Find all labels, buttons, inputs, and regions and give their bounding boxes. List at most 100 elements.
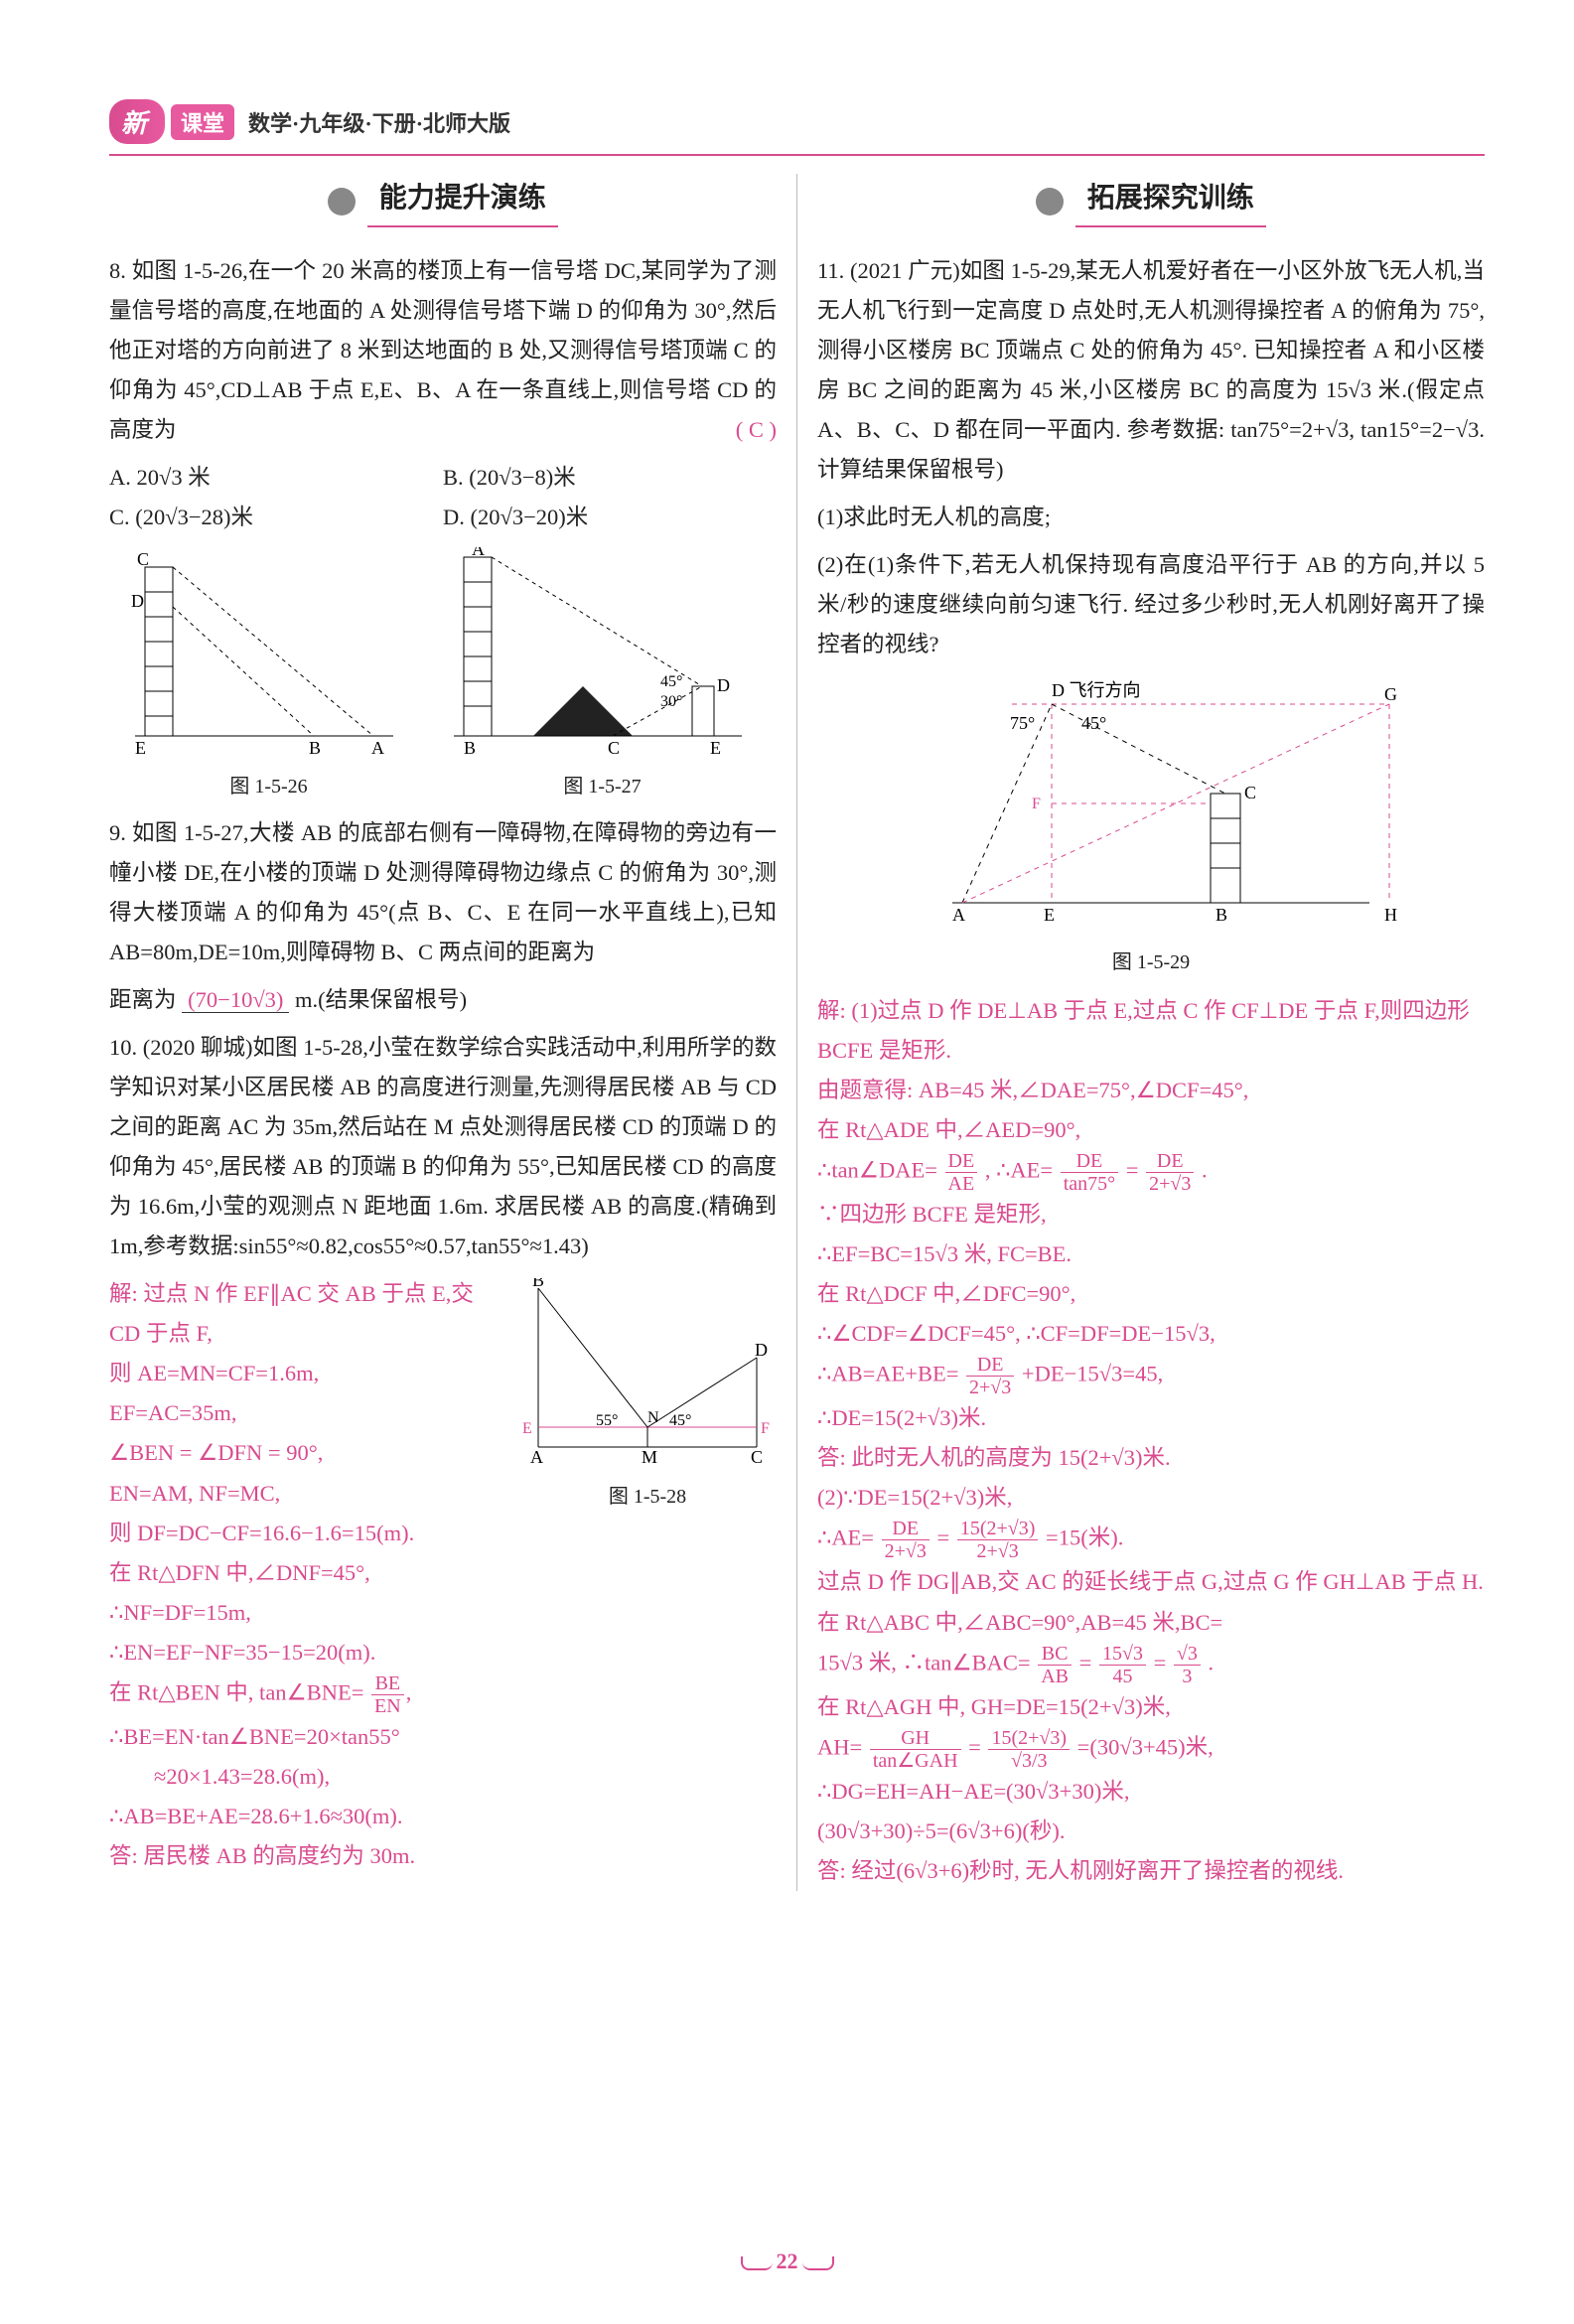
svg-text:G: G [1384,684,1397,704]
q11-number: 11. [817,258,844,283]
sol-l5: ∵四边形 BCFE 是矩形, [817,1195,1485,1235]
svg-text:B: B [532,1278,544,1290]
sol-l18: AH= GHtan∠GAH = 15(2+√3)√3/3 =(30√3+45)米… [817,1727,1485,1772]
figure-1-5-26: C D E B A [125,547,413,766]
sol-l6: ∴EF=BC=15√3 米, FC=BE. [817,1235,1485,1274]
sol-l14: 过点 D 作 DG∥AB,交 AC 的延长线于点 G,过点 G 作 GH⊥AB … [817,1562,1485,1602]
svg-text:45°: 45° [669,1412,691,1429]
svg-text:D: D [131,591,144,611]
svg-text:M: M [642,1447,657,1467]
q10-sol-9-line: 在 Rt△BEN 中, tan∠BNE= BE EN , [109,1672,777,1717]
svg-text:C: C [137,549,149,569]
q8-text: 如图 1-5-26,在一个 20 米高的楼顶上有一信号塔 DC,某同学为了测量信… [109,258,777,442]
right-section-title: 拓展探究训练 [1075,174,1266,227]
q10-sol-5: 则 DF=DC−CF=16.6−1.6=15(m). [109,1514,777,1553]
q8-number: 8. [109,258,126,283]
header-subtitle: 数学·九年级·下册·北师大版 [248,106,510,138]
page-header: 新 课堂 数学·九年级·下册·北师大版 [109,99,1485,144]
q9-blank-unit: m.(结果保留根号) [295,987,467,1012]
sol-l11: 答: 此时无人机的高度为 15(2+√3)米. [817,1438,1485,1478]
figure-row-1: C D E B A [109,547,777,766]
q11-sub1: (1)求此时无人机的高度; [817,498,1485,537]
problem-9: 9. 如图 1-5-27,大楼 AB 的底部右侧有一障碍物,在障碍物的旁边有一幢… [109,813,777,972]
svg-text:B: B [464,738,476,758]
svg-text:D: D [717,675,730,695]
problem-11: 11. (2021 广元)如图 1-5-29,某无人机爱好者在一小区外放飞无人机… [817,251,1485,490]
problem-10: 10. (2020 聊城)如图 1-5-28,小莹在数学综合实践活动中,利用所学… [109,1028,777,1266]
page: 新 课堂 数学·九年级·下册·北师大版 能力提升演练 8. 如图 1-5-26,… [0,0,1574,2324]
sol-l21: 答: 经过(6√3+6)秒时, 无人机刚好离开了操控者的视线. [817,1851,1485,1891]
sol-l1: 解: (1)过点 D 作 DE⊥AB 于点 E,过点 C 作 CF⊥DE 于点 … [817,991,1485,1071]
q10-sol-13: 答: 居民楼 AB 的高度约为 30m. [109,1836,777,1876]
left-column: 能力提升演练 8. 如图 1-5-26,在一个 20 米高的楼顶上有一信号塔 D… [109,174,777,1891]
q8-choice-b: B. (20√3−8)米 [443,458,777,498]
q10-sol-12: ∴AB=BE+AE=28.6+1.6≈30(m). [109,1797,777,1836]
sol-l12: (2)∵DE=15(2+√3)米, [817,1478,1485,1518]
figure-1-5-29: D 飞行方向 75° 45° A E B H G C F [893,674,1409,933]
figure-1-5-28-wrap: B D E F A M C N 55° 45° 图 1-5-28 [518,1278,777,1515]
sol-l17: 在 Rt△AGH 中, GH=DE=15(2+√3)米, [817,1687,1485,1727]
sol-l13: ∴AE= DE2+√3 = 15(2+√3)2+√3 =15(米). [817,1518,1485,1562]
q10-sol-6: 在 Rt△DFN 中,∠DNF=45°, [109,1553,777,1593]
svg-text:55°: 55° [596,1412,618,1429]
svg-text:E: E [522,1420,532,1437]
svg-text:F: F [761,1420,770,1437]
q10-number: 10. [109,1035,137,1060]
sol-l15: 在 Rt△ABC 中,∠ABC=90°,AB=45 米,BC= [817,1603,1485,1643]
fig-1-5-26-caption: 图 1-5-26 [125,770,413,805]
sol-l4: ∴tan∠DAE= DEAE , ∴AE= DEtan75° = DE2+√3 … [817,1150,1485,1195]
q10-sol-11: ≈20×1.43=28.6(m), [109,1757,777,1797]
svg-text:D 飞行方向: D 飞行方向 [1052,680,1141,700]
q10-sol-8: ∴EN=EF−NF=35−15=20(m). [109,1633,777,1672]
fig-1-5-27-caption: 图 1-5-27 [444,770,762,805]
svg-text:F: F [1032,796,1041,812]
svg-text:C: C [751,1447,763,1467]
sol-l9: ∴AB=AE+BE= DE2+√3 +DE−15√3=45, [817,1354,1485,1398]
svg-text:E: E [1044,905,1055,925]
svg-text:C: C [608,738,620,758]
right-column: 拓展探究训练 11. (2021 广元)如图 1-5-29,某无人机爱好者在一小… [817,174,1485,1891]
q11-text: (2021 广元)如图 1-5-29,某无人机爱好者在一小区外放飞无人机,当无人… [817,258,1485,482]
q8-choice-a: A. 20√3 米 [109,458,443,498]
sol-l20: (30√3+30)÷5=(6√3+6)(秒). [817,1812,1485,1851]
column-separator [796,174,797,1891]
header-rule [109,154,1485,156]
problem-8: 8. 如图 1-5-26,在一个 20 米高的楼顶上有一信号塔 DC,某同学为了… [109,251,777,450]
q9-blank-label: 距离为 [109,987,177,1012]
q8-choices: A. 20√3 米 B. (20√3−8)米 C. (20√3−28)米 D. … [109,458,777,537]
q10-sol-7: ∴NF=DF=15m, [109,1593,777,1633]
svg-text:30°: 30° [660,693,682,710]
svg-text:A: A [472,547,485,559]
brand-box: 课堂 [171,104,234,140]
svg-text:A: A [530,1447,543,1467]
content-columns: 能力提升演练 8. 如图 1-5-26,在一个 20 米高的楼顶上有一信号塔 D… [109,174,1485,1891]
sol-l2: 由题意得: AB=45 米,∠DAE=75°,∠DCF=45°, [817,1071,1485,1110]
figure-1-5-27: A B C D E 45° 30° [444,547,762,766]
svg-text:B: B [309,738,321,758]
q9-blank-value: (70−10√3) [182,987,289,1013]
q9-blank-line: 距离为 (70−10√3) m.(结果保留根号) [109,980,777,1020]
svg-text:A: A [371,738,384,758]
svg-text:E: E [135,738,146,758]
svg-text:45°: 45° [660,673,682,690]
q10-sol-9: 在 Rt△BEN 中, tan∠BNE= [109,1679,363,1704]
svg-text:75°: 75° [1010,713,1035,733]
sol-l19: ∴DG=EH=AH−AE=(30√3+30)米, [817,1772,1485,1812]
sol-l10: ∴DE=15(2+√3)米. [817,1398,1485,1438]
q10-text: (2020 聊城)如图 1-5-28,小莹在数学综合实践活动中,利用所学的数学知… [109,1035,777,1258]
svg-text:C: C [1244,783,1256,802]
figure-1-5-29-wrap: D 飞行方向 75° 45° A E B H G C F 图 1-5-29 [817,674,1485,981]
svg-text:D: D [755,1340,768,1360]
q9-number: 9. [109,820,126,845]
fig-1-5-29-caption: 图 1-5-29 [817,945,1485,981]
q10-frac-be-en: BE EN [371,1672,404,1717]
svg-text:E: E [710,738,721,758]
brand-badge: 新 [109,99,165,144]
q11-solution: 解: (1)过点 D 作 DE⊥AB 于点 E,过点 C 作 CF⊥DE 于点 … [817,991,1485,1891]
sol-l8: ∴∠CDF=∠DCF=45°, ∴CF=DF=DE−15√3, [817,1314,1485,1354]
svg-text:N: N [647,1409,659,1426]
svg-text:H: H [1384,905,1397,925]
book-icon [1036,188,1064,216]
magnifier-icon [328,188,356,216]
q11-sub2: (2)在(1)条件下,若无人机保持现有高度沿平行于 AB 的方向,并以 5 米/… [817,545,1485,664]
